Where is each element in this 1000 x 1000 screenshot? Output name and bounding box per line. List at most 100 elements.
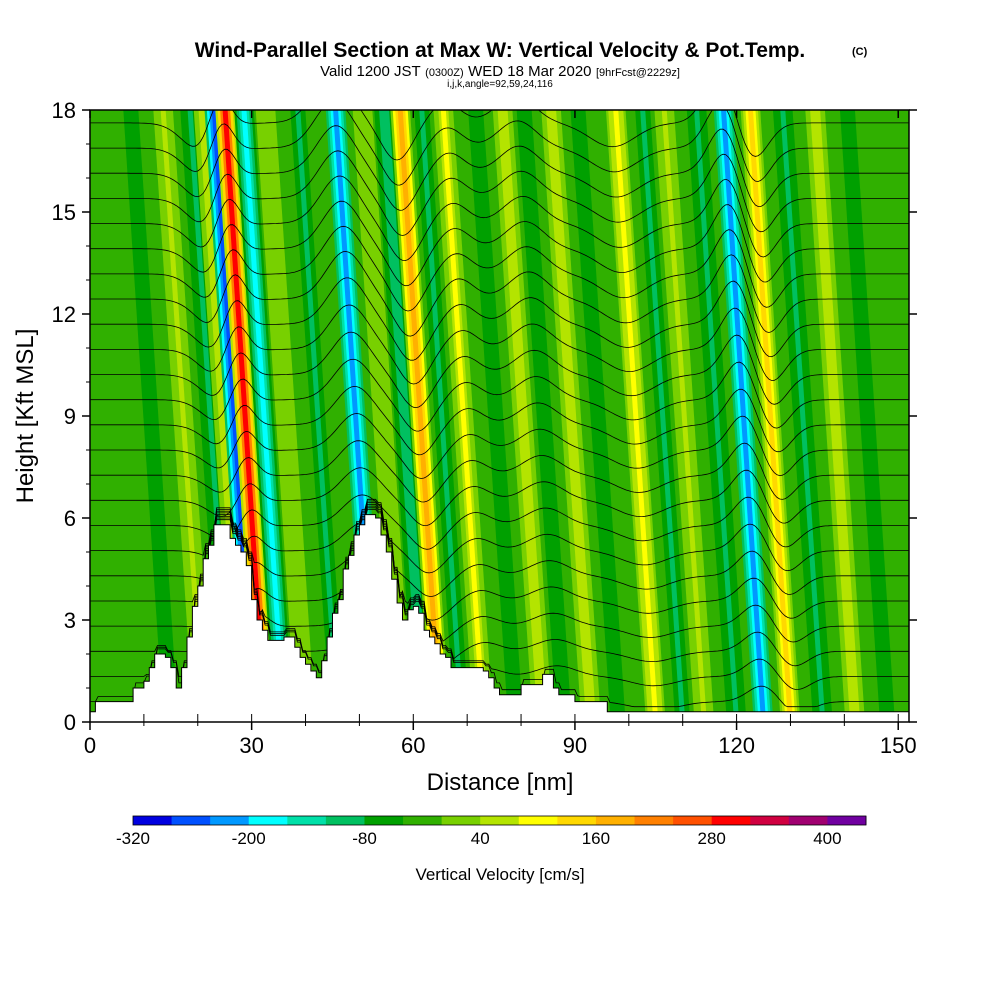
isentrope-line: [90, 498, 909, 574]
colorbar-label: 160: [582, 829, 610, 848]
isentrope-line: [90, 507, 909, 690]
velocity-column: [215, 110, 275, 722]
velocity-band: [128, 110, 174, 722]
y-axis: 0 3 6 9 12 15 18: [52, 98, 917, 735]
velocity-column: [605, 110, 666, 722]
chart-title: Wind-Parallel Section at Max W: Vertical…: [195, 39, 806, 62]
colorbar-label: 400: [813, 829, 841, 848]
title-copyright-mark: (C): [852, 46, 868, 58]
isentrope-line: [90, 500, 909, 597]
velocity-band: [397, 110, 443, 722]
colorbar-swatch: [441, 816, 481, 825]
velocity-band: [844, 110, 890, 722]
colorbar-swatch: [518, 816, 558, 825]
x-axis: 0 30 60 90 120 150: [84, 110, 917, 758]
colorbar: -320 -200 -80 40 160 280 400: [116, 815, 867, 848]
velocity-band: [548, 110, 594, 722]
subtitle-valid: Valid 1200 JST: [320, 63, 421, 80]
velocity-column: [255, 110, 316, 722]
velocity-column: [234, 110, 294, 722]
colorbar-swatch: [673, 816, 713, 825]
isentrope-line: [90, 509, 909, 708]
velocity-column: [805, 110, 865, 722]
velocity-column: [568, 110, 628, 722]
y-tick-label: 15: [52, 200, 76, 225]
colorbar-swatch: [634, 816, 674, 825]
velocity-band: [661, 110, 707, 722]
isentrope-line: [90, 494, 909, 550]
velocity-band: [160, 110, 206, 722]
title-block: Wind-Parallel Section at Max W: Vertical…: [195, 39, 868, 90]
colorbar-swatch: [287, 816, 327, 825]
colorbar-swatch: [133, 816, 173, 825]
isentrope-line: [90, 200, 909, 287]
colorbar-swatch: [595, 816, 636, 825]
velocity-band: [473, 110, 519, 722]
velocity-column: [514, 110, 574, 722]
isentrope-line: [90, 413, 909, 479]
isentrope-line: [90, 467, 909, 527]
velocity-band: [419, 110, 465, 722]
y-tick-label: 6: [64, 506, 76, 531]
velocity-band: [747, 110, 793, 722]
velocity-column: [837, 110, 898, 722]
colorbar-swatch: [248, 816, 288, 825]
isentrope-line: [90, 175, 909, 262]
subtitle-date: WED 18 Mar 2020: [468, 63, 591, 80]
velocity-column: [465, 110, 526, 722]
velocity-column: [541, 110, 601, 722]
colorbar-title: Vertical Velocity [cm/s]: [415, 865, 584, 884]
velocity-band: [812, 110, 858, 722]
velocity-band: [613, 110, 659, 722]
velocity-column: [411, 110, 472, 722]
x-tick-label: 30: [239, 733, 263, 758]
isentrope-line: [90, 125, 909, 211]
x-tick-label: 90: [563, 733, 587, 758]
velocity-band: [521, 110, 567, 722]
isentrope-line: [90, 110, 909, 186]
chart-subtitle: Valid 1200 JST (0300Z) WED 18 Mar 2020 […: [320, 63, 680, 80]
chart-subtitle-indices: i,j,k,angle=92,59,24,116: [447, 79, 553, 90]
colorbar-frame: [132, 815, 867, 826]
colorbar-swatch: [827, 816, 867, 825]
isentrope-line: [90, 385, 909, 456]
x-axis-label: Distance [nm]: [427, 769, 574, 796]
terrain-profile: [90, 514, 909, 722]
isentrope-line: [90, 225, 909, 312]
velocity-column: [492, 110, 553, 722]
velocity-band: [575, 110, 621, 722]
velocity-band: [263, 110, 309, 722]
velocity-band: [222, 110, 268, 722]
y-tick-label: 9: [64, 404, 76, 429]
colorbar-label: -200: [232, 829, 266, 848]
velocity-column: [374, 110, 434, 722]
isentrope-line: [90, 505, 909, 667]
colorbar-label: -80: [352, 829, 377, 848]
colorbar-swatch: [364, 816, 404, 825]
colorbar-swatch: [210, 816, 250, 825]
x-tick-label: 150: [880, 733, 917, 758]
y-tick-label: 3: [64, 608, 76, 633]
isentrope-line: [90, 502, 909, 621]
velocity-band: [500, 110, 546, 722]
terrain-mask: [90, 514, 909, 722]
isentrope-line: [90, 440, 909, 503]
isentrope-line: [90, 150, 909, 236]
velocity-column: [153, 110, 213, 722]
x-tick-label: 0: [84, 733, 96, 758]
x-tick-label: 120: [718, 733, 755, 758]
velocity-band: [295, 110, 341, 722]
colorbar-label: -320: [116, 829, 150, 848]
isentrope-line: [90, 358, 909, 432]
isentrope-line: [90, 277, 909, 361]
x-tick-label: 60: [401, 733, 425, 758]
isentrope-line: [90, 110, 909, 161]
colorbar-swatch: [480, 816, 520, 825]
velocity-band: [780, 110, 826, 722]
velocity-column: [390, 110, 451, 722]
isentrope-line: [90, 304, 909, 385]
isentrope-line: [90, 251, 909, 337]
colorbar-swatch: [171, 816, 211, 825]
subtitle-utc: (0300Z): [425, 67, 464, 79]
